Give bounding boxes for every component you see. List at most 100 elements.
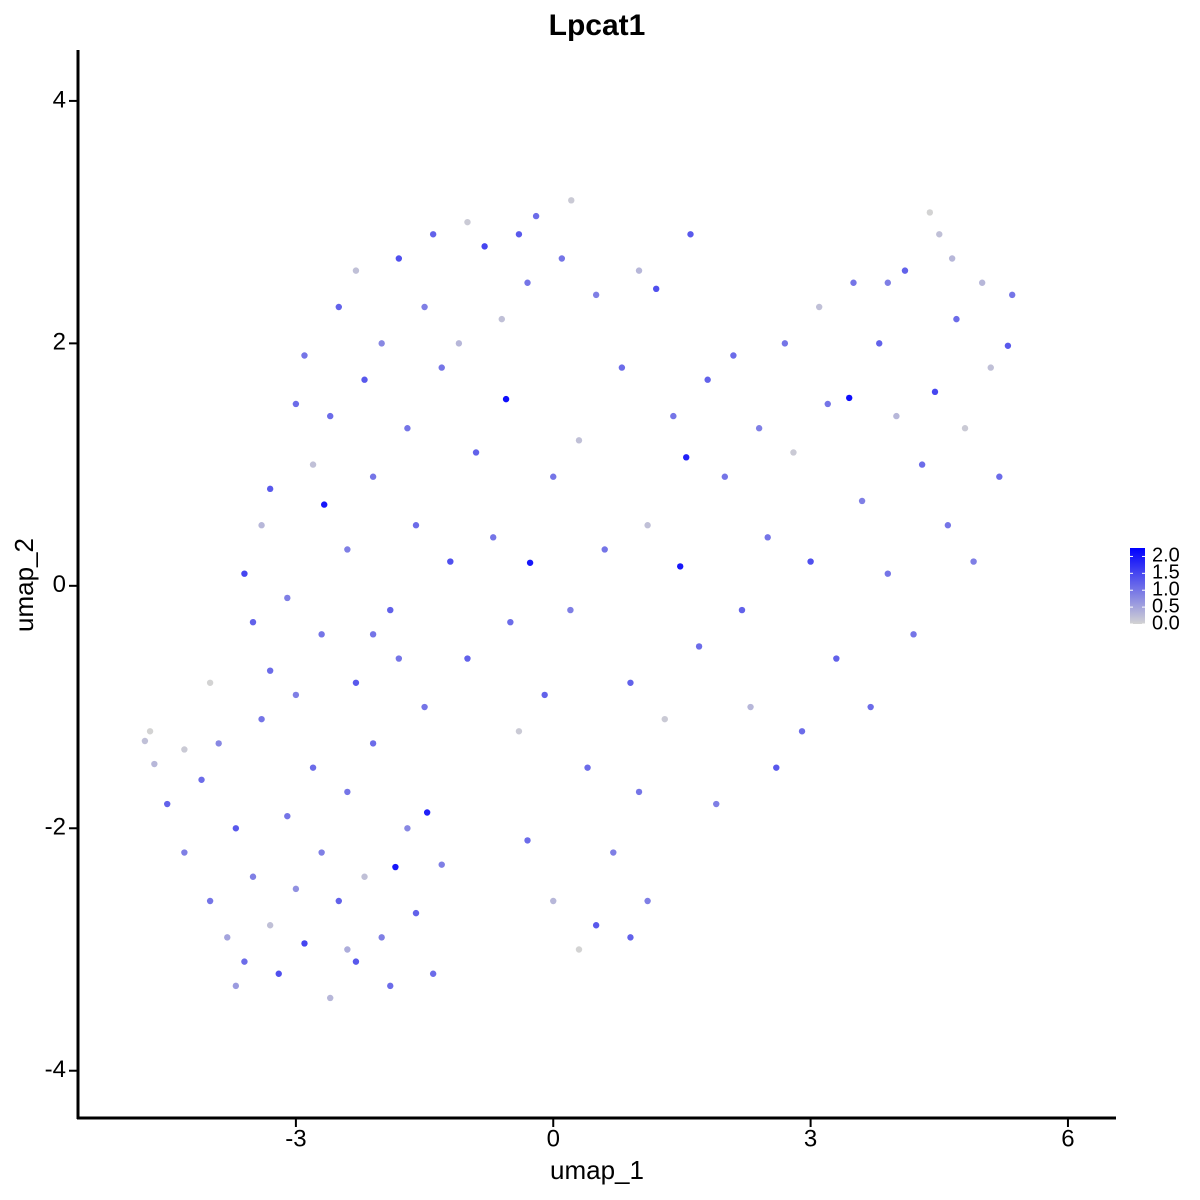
point xyxy=(644,897,651,905)
point xyxy=(309,764,317,771)
point xyxy=(369,740,377,747)
point xyxy=(258,522,265,529)
point xyxy=(721,473,729,480)
point xyxy=(369,631,377,638)
x-axis-title: umap_1 xyxy=(550,1155,644,1185)
point xyxy=(1004,342,1012,349)
point xyxy=(858,497,866,505)
point xyxy=(232,825,240,832)
point xyxy=(507,618,514,626)
point xyxy=(747,703,754,711)
point xyxy=(524,837,531,844)
point xyxy=(181,849,188,856)
point xyxy=(601,546,608,553)
point xyxy=(1009,291,1016,299)
point xyxy=(141,737,149,745)
point xyxy=(301,940,308,947)
point xyxy=(987,364,994,371)
point xyxy=(592,922,600,929)
point xyxy=(738,606,746,614)
point xyxy=(321,501,328,508)
point xyxy=(392,863,399,871)
point xyxy=(464,655,471,662)
point xyxy=(421,303,428,311)
colorbar xyxy=(1130,548,1145,624)
point xyxy=(423,809,431,816)
point xyxy=(472,449,480,456)
point xyxy=(361,376,368,383)
point xyxy=(412,522,420,529)
point xyxy=(867,703,874,711)
point xyxy=(412,909,420,917)
point xyxy=(541,691,548,699)
chart-title: Lpcat1 xyxy=(549,9,646,42)
point xyxy=(944,522,952,529)
point xyxy=(833,655,840,662)
point xyxy=(996,473,1003,480)
point xyxy=(327,412,334,420)
point xyxy=(369,473,377,480)
point xyxy=(876,340,883,347)
point xyxy=(395,255,403,262)
point xyxy=(224,934,231,941)
point xyxy=(584,764,591,771)
point xyxy=(438,861,445,868)
point xyxy=(284,812,291,820)
colorbar-label: 0.5 xyxy=(1152,595,1180,617)
point xyxy=(798,728,806,735)
point xyxy=(292,885,300,893)
point xyxy=(404,825,411,832)
point xyxy=(850,279,857,286)
point xyxy=(807,558,814,565)
point xyxy=(241,958,248,965)
point xyxy=(764,534,771,541)
point xyxy=(292,691,300,699)
point xyxy=(931,388,939,396)
point xyxy=(901,267,909,274)
y-tick-label: 0 xyxy=(53,571,66,598)
point xyxy=(344,546,351,553)
point xyxy=(309,461,317,468)
point xyxy=(755,425,763,432)
point xyxy=(948,255,956,262)
point xyxy=(515,728,523,735)
point xyxy=(730,352,737,359)
colorbar-label: 1.5 xyxy=(1152,562,1180,584)
point xyxy=(361,873,368,880)
y-tick-label: -2 xyxy=(45,814,66,841)
point xyxy=(447,558,454,565)
point xyxy=(790,449,797,456)
point xyxy=(206,897,214,905)
point xyxy=(515,231,523,238)
point xyxy=(670,412,677,420)
point xyxy=(695,643,703,650)
point xyxy=(824,400,831,408)
point xyxy=(352,958,360,965)
point xyxy=(429,970,437,977)
point xyxy=(652,285,660,293)
point xyxy=(151,760,158,768)
point xyxy=(421,703,428,711)
point xyxy=(344,788,351,796)
point xyxy=(677,563,684,570)
point xyxy=(395,655,403,662)
point xyxy=(567,606,574,614)
point xyxy=(490,534,497,541)
point xyxy=(301,352,308,359)
point xyxy=(773,764,780,771)
y-tick-label: 4 xyxy=(53,86,66,113)
point xyxy=(266,667,274,674)
point xyxy=(610,849,617,856)
point xyxy=(550,473,557,480)
point xyxy=(644,522,651,529)
point xyxy=(387,982,394,990)
point xyxy=(241,570,248,577)
point xyxy=(936,231,943,238)
x-tick-label: -3 xyxy=(285,1125,306,1152)
point xyxy=(232,982,240,990)
point xyxy=(526,559,534,566)
point xyxy=(781,340,789,347)
point xyxy=(335,303,342,311)
